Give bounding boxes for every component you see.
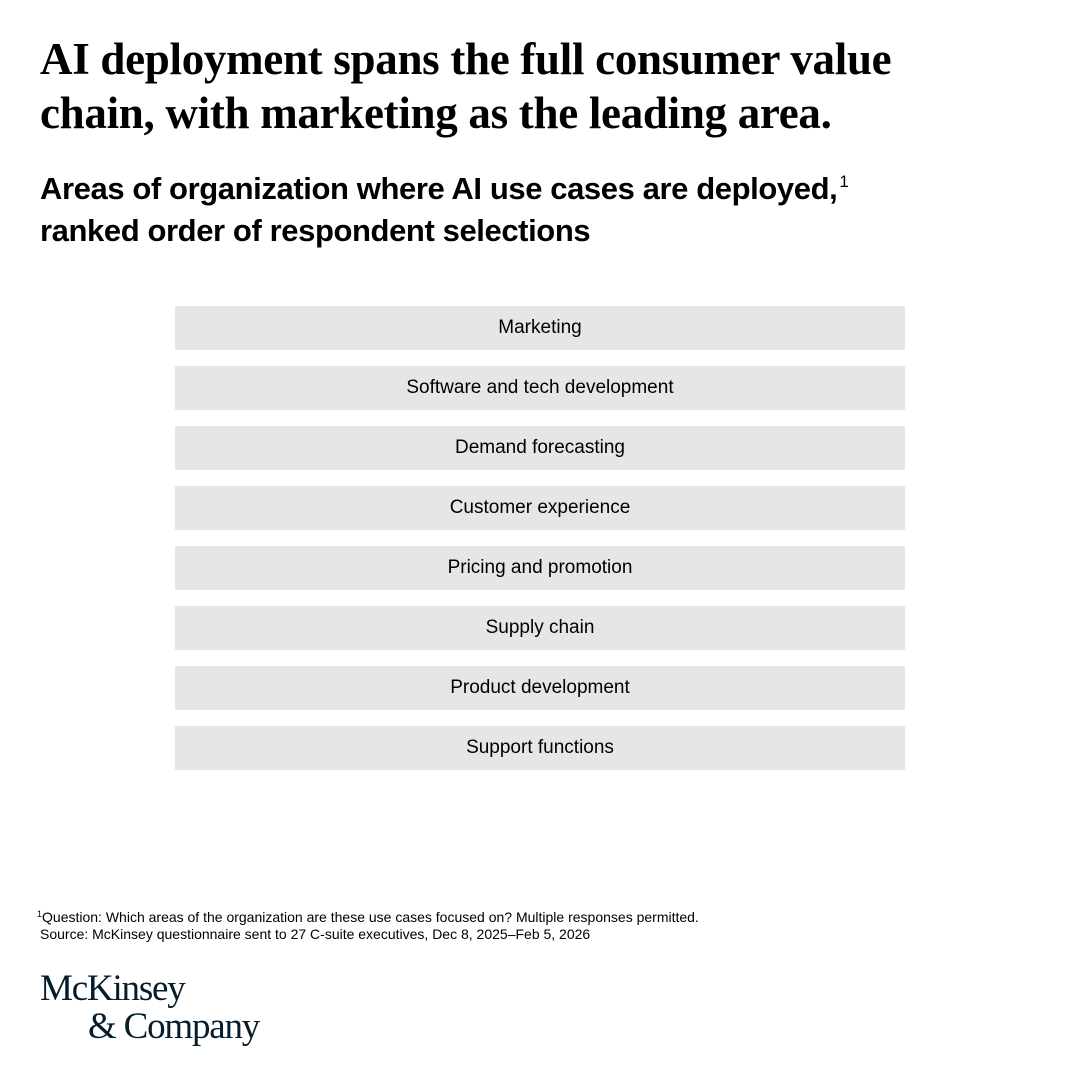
footnote-ref: 1 <box>839 172 849 191</box>
ranked-list: Marketing Software and tech development De… <box>175 306 905 786</box>
footnote-text: Question: Which areas of the organizatio… <box>42 909 699 925</box>
list-item: Product development <box>175 666 905 710</box>
source: Source: McKinsey questionnaire sent to 2… <box>40 926 591 942</box>
footnote: 1Question: Which areas of the organizati… <box>37 904 699 927</box>
list-item: Marketing <box>175 306 905 350</box>
list-item: Pricing and promotion <box>175 546 905 590</box>
list-item: Support functions <box>175 726 905 770</box>
subtitle-text: ranked order of respondent selections <box>40 213 591 248</box>
list-item: Demand forecasting <box>175 426 905 470</box>
list-item: Customer experience <box>175 486 905 530</box>
subtitle: Areas of organization where AI use cases… <box>40 161 1040 252</box>
title: AI deployment spans the full consumer va… <box>40 34 892 138</box>
list-item: Supply chain <box>175 606 905 650</box>
logo-line: McKinsey <box>40 968 186 1009</box>
subtitle-text: Areas of organization where AI use cases… <box>40 171 838 206</box>
logo-line: & Company <box>88 1006 260 1047</box>
footnote-marker: 1 <box>37 909 43 919</box>
logo: McKinsey & Company <box>40 968 260 1047</box>
list-item: Software and tech development <box>175 366 905 410</box>
